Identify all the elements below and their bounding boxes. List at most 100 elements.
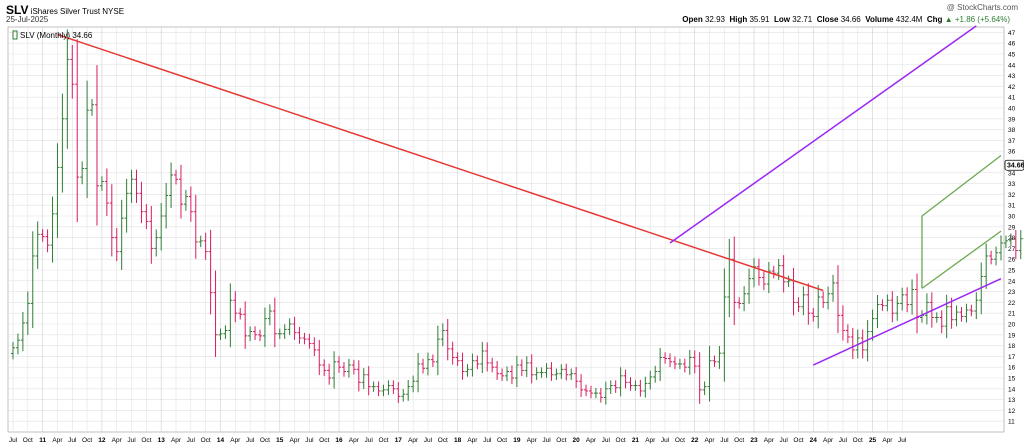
ohlc-bar bbox=[505, 366, 509, 382]
ohlc-bar bbox=[475, 355, 480, 370]
y-tick-label: 42 bbox=[1008, 84, 1016, 91]
x-tick-label: Jul bbox=[483, 437, 492, 444]
ohlc-bar bbox=[702, 381, 707, 396]
y-tick-label: 43 bbox=[1008, 73, 1016, 80]
x-tick-label: Apr bbox=[586, 437, 597, 444]
ohlc-bar bbox=[737, 297, 742, 309]
chg-label: Chg bbox=[926, 15, 943, 24]
ohlc-bar bbox=[381, 384, 386, 397]
ohlc-bar bbox=[248, 326, 253, 342]
ohlc-bar bbox=[213, 270, 218, 357]
x-tick-label: Jul bbox=[898, 437, 907, 444]
x-tick-label: 15 bbox=[276, 437, 284, 444]
y-tick-label: 31 bbox=[1008, 203, 1016, 210]
x-tick-label: Oct bbox=[616, 437, 626, 444]
x-tick-label: 22 bbox=[691, 437, 699, 444]
volume-label: Volume bbox=[865, 15, 894, 24]
y-axis: 11 12 13 14 15 16 17 18 19 20 21 22 23 24 25 26 27 28 29 30… bbox=[1004, 30, 1024, 426]
ohlc-bar bbox=[579, 374, 584, 398]
ohlc-bar bbox=[880, 299, 885, 311]
y-tick-label: 19 bbox=[1008, 332, 1016, 339]
ohlc-bar bbox=[845, 324, 850, 344]
ohlc-bar bbox=[144, 204, 149, 230]
x-tick-label: Apr bbox=[408, 437, 419, 444]
ohlc-bar bbox=[425, 352, 430, 376]
ohlc-bar bbox=[450, 341, 455, 365]
ohlc-bar bbox=[169, 162, 174, 208]
ohlc-bar bbox=[332, 351, 337, 389]
ohlc-bar bbox=[707, 345, 712, 402]
x-tick-label: Jul bbox=[542, 437, 551, 444]
ohlc-bar bbox=[549, 362, 554, 381]
legend: SLV (Monthly) 34.66 bbox=[12, 30, 93, 40]
ohlc-bar bbox=[875, 295, 880, 329]
ohlc-bar bbox=[75, 39, 80, 223]
ohlc-bar bbox=[890, 291, 895, 323]
ohlc-bar bbox=[109, 184, 114, 257]
ohlc-bar bbox=[895, 295, 900, 321]
ohlc-bar bbox=[994, 246, 999, 266]
ohlc-bar bbox=[648, 370, 653, 390]
ohlc-bar bbox=[806, 283, 811, 325]
ohlc-bar bbox=[747, 268, 752, 304]
ohlc-bar bbox=[786, 275, 791, 288]
ohlc-bar bbox=[85, 80, 90, 198]
ohlc-bar bbox=[485, 342, 490, 372]
ohlc-bar bbox=[361, 368, 366, 389]
ohlc-bar bbox=[618, 367, 623, 397]
ohlc-bar bbox=[430, 354, 435, 367]
resistance-trendline bbox=[57, 33, 824, 292]
low-label: Low bbox=[773, 15, 790, 24]
x-tick-label: Oct bbox=[793, 437, 803, 444]
ohlc-bar bbox=[643, 376, 648, 398]
ohlc-bar bbox=[238, 308, 243, 320]
ohlc-bar bbox=[1008, 233, 1013, 247]
y-tick-label: 47 bbox=[1008, 30, 1016, 37]
ohlc-bar bbox=[272, 297, 277, 348]
x-tick-label: Jul bbox=[187, 437, 196, 444]
y-tick-label: 11 bbox=[1008, 419, 1015, 426]
x-tick-label: Apr bbox=[290, 437, 301, 444]
ohlc-bar bbox=[826, 286, 831, 310]
x-tick-label: Oct bbox=[378, 437, 388, 444]
x-tick-label: Jul bbox=[127, 437, 136, 444]
x-tick-label: Oct bbox=[438, 437, 448, 444]
x-tick-label: 11 bbox=[39, 437, 46, 444]
ohlc-bar bbox=[371, 381, 376, 392]
ohlc-bar bbox=[366, 366, 371, 396]
ohlc-bar bbox=[949, 297, 954, 329]
ohlc-bar bbox=[910, 279, 915, 315]
ohlc-bar bbox=[682, 358, 687, 373]
security-name: iShares Silver Trust bbox=[30, 7, 101, 16]
y-tick-label: 23 bbox=[1008, 289, 1016, 296]
legend-swatch bbox=[12, 30, 18, 40]
ohlc-bar bbox=[178, 164, 183, 219]
ohlc-bar bbox=[297, 326, 302, 344]
ohlc-bar bbox=[465, 364, 470, 377]
ohlc-bar bbox=[781, 255, 786, 293]
trendlines bbox=[57, 25, 1002, 366]
ohlc-bar bbox=[658, 347, 663, 382]
ohlc-bar bbox=[233, 291, 238, 323]
ohlc-bar bbox=[1018, 230, 1023, 260]
ohlc-bar bbox=[282, 324, 287, 339]
chart-date: 25-Jul-2025 bbox=[6, 15, 49, 24]
ohlc-bar bbox=[322, 359, 327, 377]
y-tick-label: 39 bbox=[1008, 116, 1016, 123]
x-tick-label: 24 bbox=[810, 437, 818, 444]
exchange-name: NYSE bbox=[102, 7, 125, 16]
ohlc-bar bbox=[11, 341, 15, 360]
ohlc-bar bbox=[959, 306, 964, 322]
ohlc-bar bbox=[386, 380, 391, 396]
ohlc-bar bbox=[198, 235, 203, 248]
y-tick-label: 16 bbox=[1008, 365, 1016, 372]
y-tick-label: 33 bbox=[1008, 181, 1016, 188]
x-tick-label: Jul bbox=[246, 437, 255, 444]
channel-upper-line bbox=[669, 25, 977, 244]
ohlc-bar bbox=[406, 379, 411, 401]
chart-title: SLV iShares Silver Trust NYSE bbox=[6, 3, 124, 17]
y-tick-label: 27 bbox=[1008, 246, 1016, 253]
ohlc-bar bbox=[253, 326, 258, 340]
ohlc-bar bbox=[756, 258, 761, 286]
x-tick-label: Oct bbox=[260, 437, 270, 444]
